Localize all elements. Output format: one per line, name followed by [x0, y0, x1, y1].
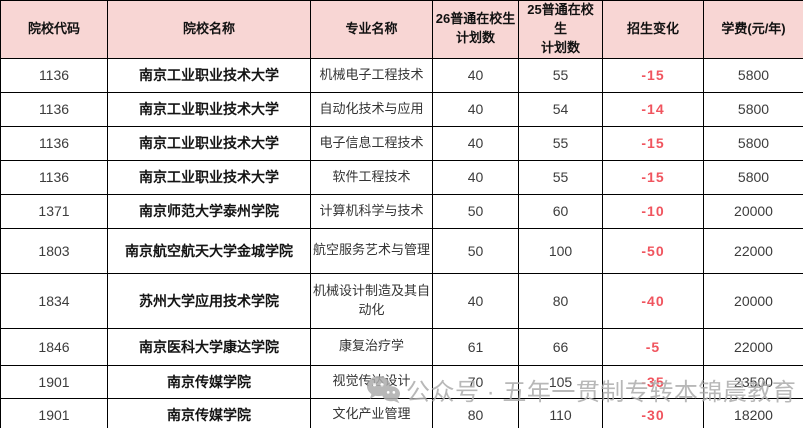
cell-plan25: 54	[518, 91, 603, 127]
cell-plan25: 55	[518, 125, 603, 161]
cell-school: 南京工业职业技术大学	[107, 57, 311, 93]
table-header-row: 院校代码 院校名称 专业名称 26普通在校生 计划数 25普通在校生 计划数 招…	[0, 0, 803, 59]
column-header-plan26: 26普通在校生 计划数	[432, 0, 519, 59]
cell-change: -14	[602, 91, 704, 127]
cell-major: 机械电子工程技术	[310, 57, 433, 93]
column-header-plan25: 25普通在校生 计划数	[518, 0, 603, 59]
cell-code: 1371	[0, 193, 108, 229]
cell-plan26: 80	[432, 397, 519, 428]
cell-school: 南京师范大学泰州学院	[107, 193, 311, 229]
cell-major: 视觉传达设计	[310, 364, 433, 399]
cell-change: -35	[602, 364, 704, 399]
cell-plan25: 105	[518, 364, 603, 399]
cell-plan26: 40	[432, 159, 519, 195]
cell-school: 南京传媒学院	[107, 397, 311, 428]
cell-plan25: 100	[518, 227, 603, 274]
column-header-major: 专业名称	[310, 0, 433, 59]
column-header-school: 院校名称	[107, 0, 311, 59]
cell-plan25: 80	[518, 272, 603, 329]
cell-plan26: 70	[432, 364, 519, 399]
cell-change: -5	[602, 327, 704, 366]
cell-school: 苏州大学应用技术学院	[107, 272, 311, 329]
table-row: 1846 南京医科大学康达学院 康复治疗学 61 66 -5 22000	[0, 327, 803, 366]
column-header-tuition: 学费(元/年)	[703, 0, 803, 59]
table-row: 1834 苏州大学应用技术学院 机械设计制造及其自 动化 40 80 -40 2…	[0, 272, 803, 329]
table-row: 1901 南京传媒学院 视觉传达设计 70 105 -35 23500	[0, 364, 803, 399]
cell-tuition: 5800	[703, 57, 803, 93]
cell-change: -50	[602, 227, 704, 274]
table-row: 1136 南京工业职业技术大学 软件工程技术 40 55 -15 5800	[0, 159, 803, 195]
cell-school: 南京工业职业技术大学	[107, 159, 311, 195]
cell-code: 1834	[0, 272, 108, 329]
cell-code: 1136	[0, 125, 108, 161]
cell-school: 南京工业职业技术大学	[107, 125, 311, 161]
cell-plan25: 60	[518, 193, 603, 229]
cell-plan26: 50	[432, 193, 519, 229]
table-row: 1136 南京工业职业技术大学 机械电子工程技术 40 55 -15 5800	[0, 57, 803, 93]
cell-change: -15	[602, 57, 704, 93]
cell-plan26: 40	[432, 57, 519, 93]
cell-code: 1136	[0, 57, 108, 93]
cell-plan25: 110	[518, 397, 603, 428]
cell-code: 1901	[0, 364, 108, 399]
cell-school: 南京工业职业技术大学	[107, 91, 311, 127]
cell-change: -10	[602, 193, 704, 229]
cell-code: 1846	[0, 327, 108, 366]
table-row: 1136 南京工业职业技术大学 自动化技术与应用 40 54 -14 5800	[0, 91, 803, 127]
column-header-code: 院校代码	[0, 0, 108, 59]
table-row: 1136 南京工业职业技术大学 电子信息工程技术 40 55 -15 5800	[0, 125, 803, 161]
cell-tuition: 22000	[703, 327, 803, 366]
cell-major: 自动化技术与应用	[310, 91, 433, 127]
cell-plan25: 55	[518, 57, 603, 93]
cell-plan25: 66	[518, 327, 603, 366]
table-row: 1371 南京师范大学泰州学院 计算机科学与技术 50 60 -10 20000	[0, 193, 803, 229]
cell-code: 1136	[0, 91, 108, 127]
cell-tuition: 5800	[703, 125, 803, 161]
cell-change: -15	[602, 159, 704, 195]
cell-tuition: 5800	[703, 159, 803, 195]
cell-tuition: 18200	[703, 397, 803, 428]
cell-major: 计算机科学与技术	[310, 193, 433, 229]
cell-major: 电子信息工程技术	[310, 125, 433, 161]
cell-school: 南京航空航天大学金城学院	[107, 227, 311, 274]
cell-code: 1803	[0, 227, 108, 274]
cell-tuition: 5800	[703, 91, 803, 127]
cell-plan26: 50	[432, 227, 519, 274]
cell-change: -40	[602, 272, 704, 329]
cell-tuition: 22000	[703, 227, 803, 274]
table-row: 1803 南京航空航天大学金城学院 航空服务艺术与管理 50 100 -50 2…	[0, 227, 803, 274]
column-header-change: 招生变化	[602, 0, 704, 59]
cell-plan26: 40	[432, 125, 519, 161]
cell-tuition: 23500	[703, 364, 803, 399]
cell-major: 软件工程技术	[310, 159, 433, 195]
cell-code: 1901	[0, 397, 108, 428]
cell-plan26: 61	[432, 327, 519, 366]
cell-code: 1136	[0, 159, 108, 195]
cell-tuition: 20000	[703, 272, 803, 329]
cell-plan26: 40	[432, 272, 519, 329]
cell-major: 康复治疗学	[310, 327, 433, 366]
cell-tuition: 20000	[703, 193, 803, 229]
cell-major: 航空服务艺术与管理	[310, 227, 433, 274]
cell-change: -15	[602, 125, 704, 161]
table-row: 1901 南京传媒学院 文化产业管理 80 110 -30 18200	[0, 397, 803, 428]
cell-change: -30	[602, 397, 704, 428]
cell-major: 机械设计制造及其自 动化	[310, 272, 433, 329]
cell-major: 文化产业管理	[310, 397, 433, 428]
cell-school: 南京传媒学院	[107, 364, 311, 399]
cell-plan25: 55	[518, 159, 603, 195]
cell-school: 南京医科大学康达学院	[107, 327, 311, 366]
cell-plan26: 40	[432, 91, 519, 127]
